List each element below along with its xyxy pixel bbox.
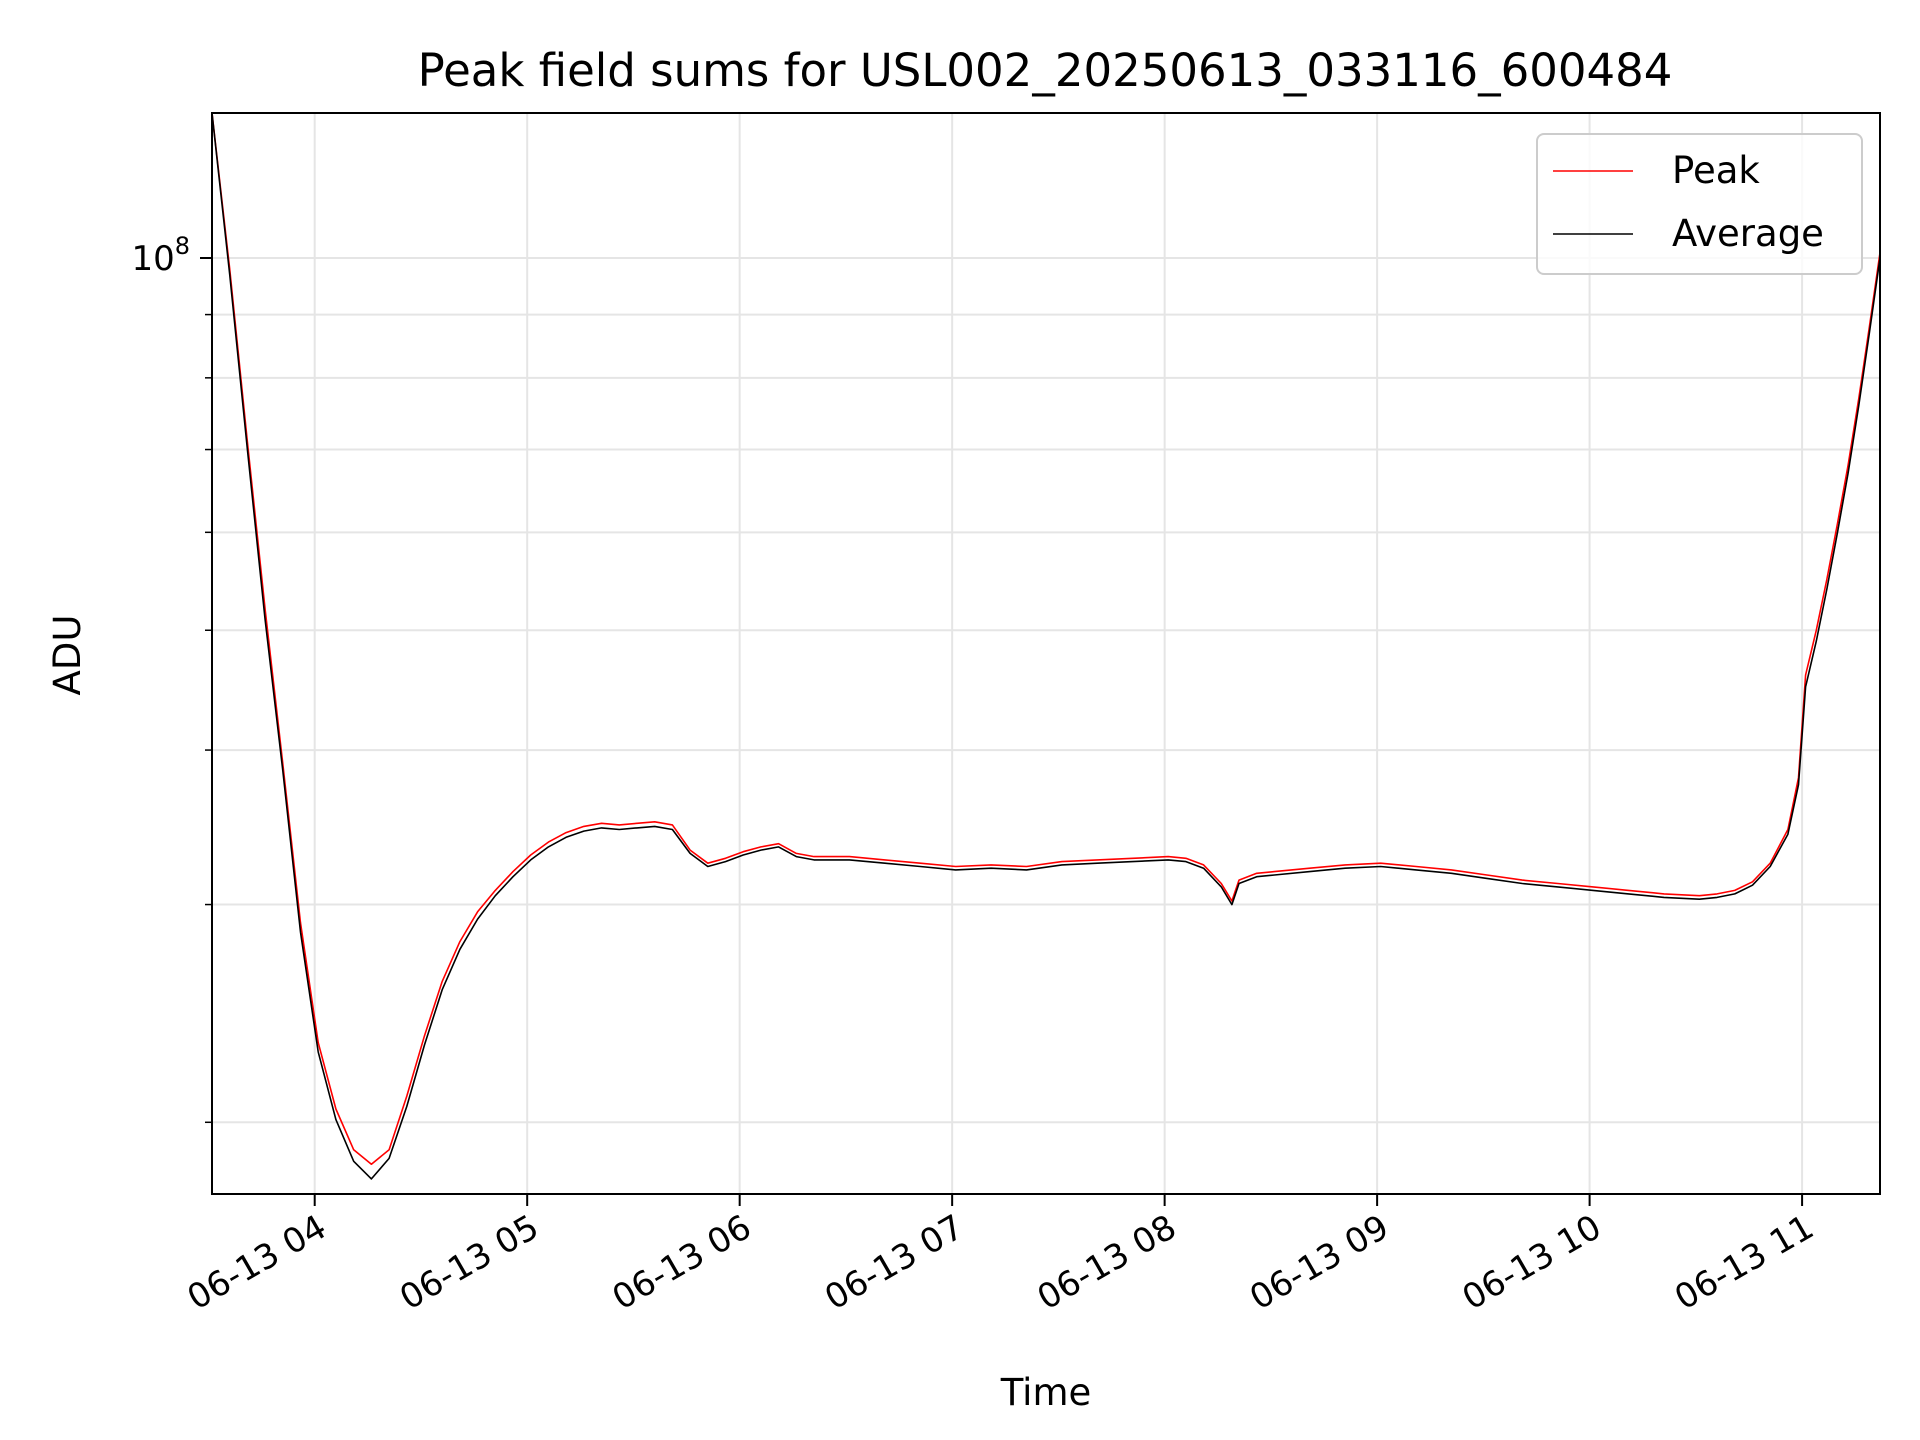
legend: Peak Average: [1536, 133, 1863, 275]
chart-title: Peak field sums for USL002_20250613_0331…: [418, 44, 1673, 97]
x-axis-label: Time: [1000, 1371, 1092, 1414]
y-tick-label-base: 10: [131, 239, 174, 279]
plot-area: [211, 112, 1881, 1195]
series-line-peak: [211, 112, 1881, 1165]
y-axis-label: ADU: [46, 615, 89, 696]
y-axis: 108: [131, 232, 212, 1124]
series-lines: [211, 112, 1881, 1180]
y-tick-label: 108: [131, 232, 190, 279]
plot-background: [212, 113, 1880, 1194]
grid: [212, 113, 1880, 1194]
series-line-average: [211, 112, 1881, 1180]
legend-box: [1536, 133, 1863, 275]
legend-label-peak: Peak: [1672, 149, 1760, 192]
legend-label-average: Average: [1672, 212, 1824, 255]
y-tick-label-exponent: 8: [175, 232, 190, 260]
plot-frame: [211, 112, 1881, 1195]
